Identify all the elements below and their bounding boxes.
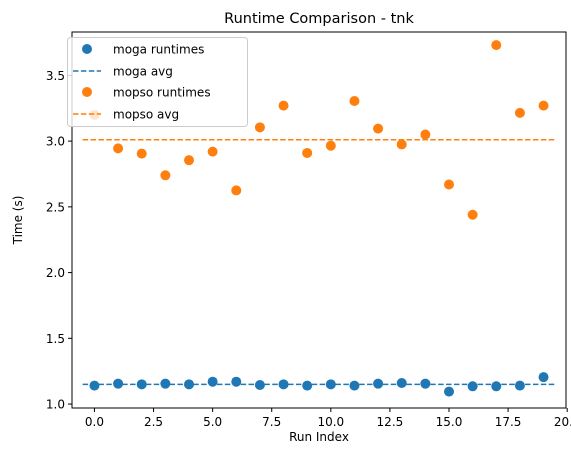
legend-label-moga-avg: moga avg bbox=[113, 65, 173, 79]
y-axis: 1.0 1.5 2.0 2.5 3.0 3.5 bbox=[46, 69, 72, 412]
mopso-point bbox=[160, 170, 171, 181]
x-tick-label: 7.5 bbox=[262, 415, 281, 429]
mopso-point bbox=[538, 100, 549, 111]
x-tick-label: 12.5 bbox=[377, 415, 404, 429]
moga-point bbox=[207, 376, 218, 387]
mopso-point bbox=[420, 129, 431, 140]
legend-label-mopso-avg: mopso avg bbox=[113, 108, 179, 122]
moga-point bbox=[89, 380, 100, 391]
moga-point bbox=[444, 386, 454, 397]
mopso-point bbox=[254, 122, 265, 133]
y-tick-label: 1.0 bbox=[46, 398, 65, 412]
chart-title: Runtime Comparison - tnk bbox=[224, 11, 414, 27]
mopso-point bbox=[349, 96, 360, 107]
mopso-point bbox=[396, 139, 407, 150]
x-tick-label: 17.5 bbox=[495, 415, 522, 429]
y-tick-label: 2.0 bbox=[46, 266, 65, 280]
x-tick-label: 0.0 bbox=[85, 415, 104, 429]
mopso-point bbox=[302, 147, 313, 158]
mopso-point bbox=[514, 107, 525, 118]
legend-marker-mopso-runtimes bbox=[82, 87, 92, 97]
moga-point bbox=[491, 381, 502, 392]
moga-point bbox=[349, 380, 360, 391]
y-tick-label: 2.5 bbox=[46, 200, 65, 214]
legend-label-mopso-runtimes: mopso runtimes bbox=[113, 86, 211, 100]
mopso-point bbox=[207, 146, 218, 157]
mopso-point bbox=[373, 123, 384, 134]
x-tick-label: 5.0 bbox=[203, 415, 222, 429]
mopso-point bbox=[113, 143, 124, 154]
legend: moga runtimes moga avg mopso runtimes mo… bbox=[67, 37, 248, 127]
axes-frame bbox=[71, 31, 567, 409]
mopso-point bbox=[491, 40, 502, 51]
mopso-point bbox=[136, 148, 147, 159]
x-axis-label: Run Index bbox=[289, 430, 349, 444]
x-tick-label: 2.5 bbox=[144, 415, 163, 429]
x-tick-label: 10.0 bbox=[317, 415, 344, 429]
y-tick-label: 1.5 bbox=[46, 332, 65, 346]
moga-point bbox=[396, 378, 407, 389]
moga-point bbox=[467, 381, 478, 392]
x-axis: 0.0 2.5 5.0 7.5 10.0 12.5 15.0 17.5 20.0 bbox=[85, 408, 571, 429]
y-tick-label: 3.0 bbox=[46, 135, 65, 149]
x-tick-label: 15.0 bbox=[436, 415, 463, 429]
x-tick-label: 20.0 bbox=[554, 415, 571, 429]
y-axis-label: Time (s) bbox=[11, 196, 25, 246]
y-tick-label: 3.5 bbox=[46, 69, 65, 83]
moga-point bbox=[538, 372, 549, 383]
mopso-point bbox=[444, 179, 454, 190]
mopso-point bbox=[231, 185, 242, 196]
moga-point bbox=[231, 376, 242, 387]
legend-box bbox=[67, 37, 248, 127]
mopso-point bbox=[325, 140, 336, 151]
moga-point bbox=[302, 380, 313, 391]
mopso-point bbox=[184, 155, 194, 166]
mopso-point bbox=[467, 209, 478, 220]
legend-label-moga-runtimes: moga runtimes bbox=[113, 43, 204, 57]
legend-marker-moga-runtimes bbox=[82, 44, 92, 54]
moga-point bbox=[514, 380, 525, 391]
mopso-point bbox=[278, 100, 289, 111]
